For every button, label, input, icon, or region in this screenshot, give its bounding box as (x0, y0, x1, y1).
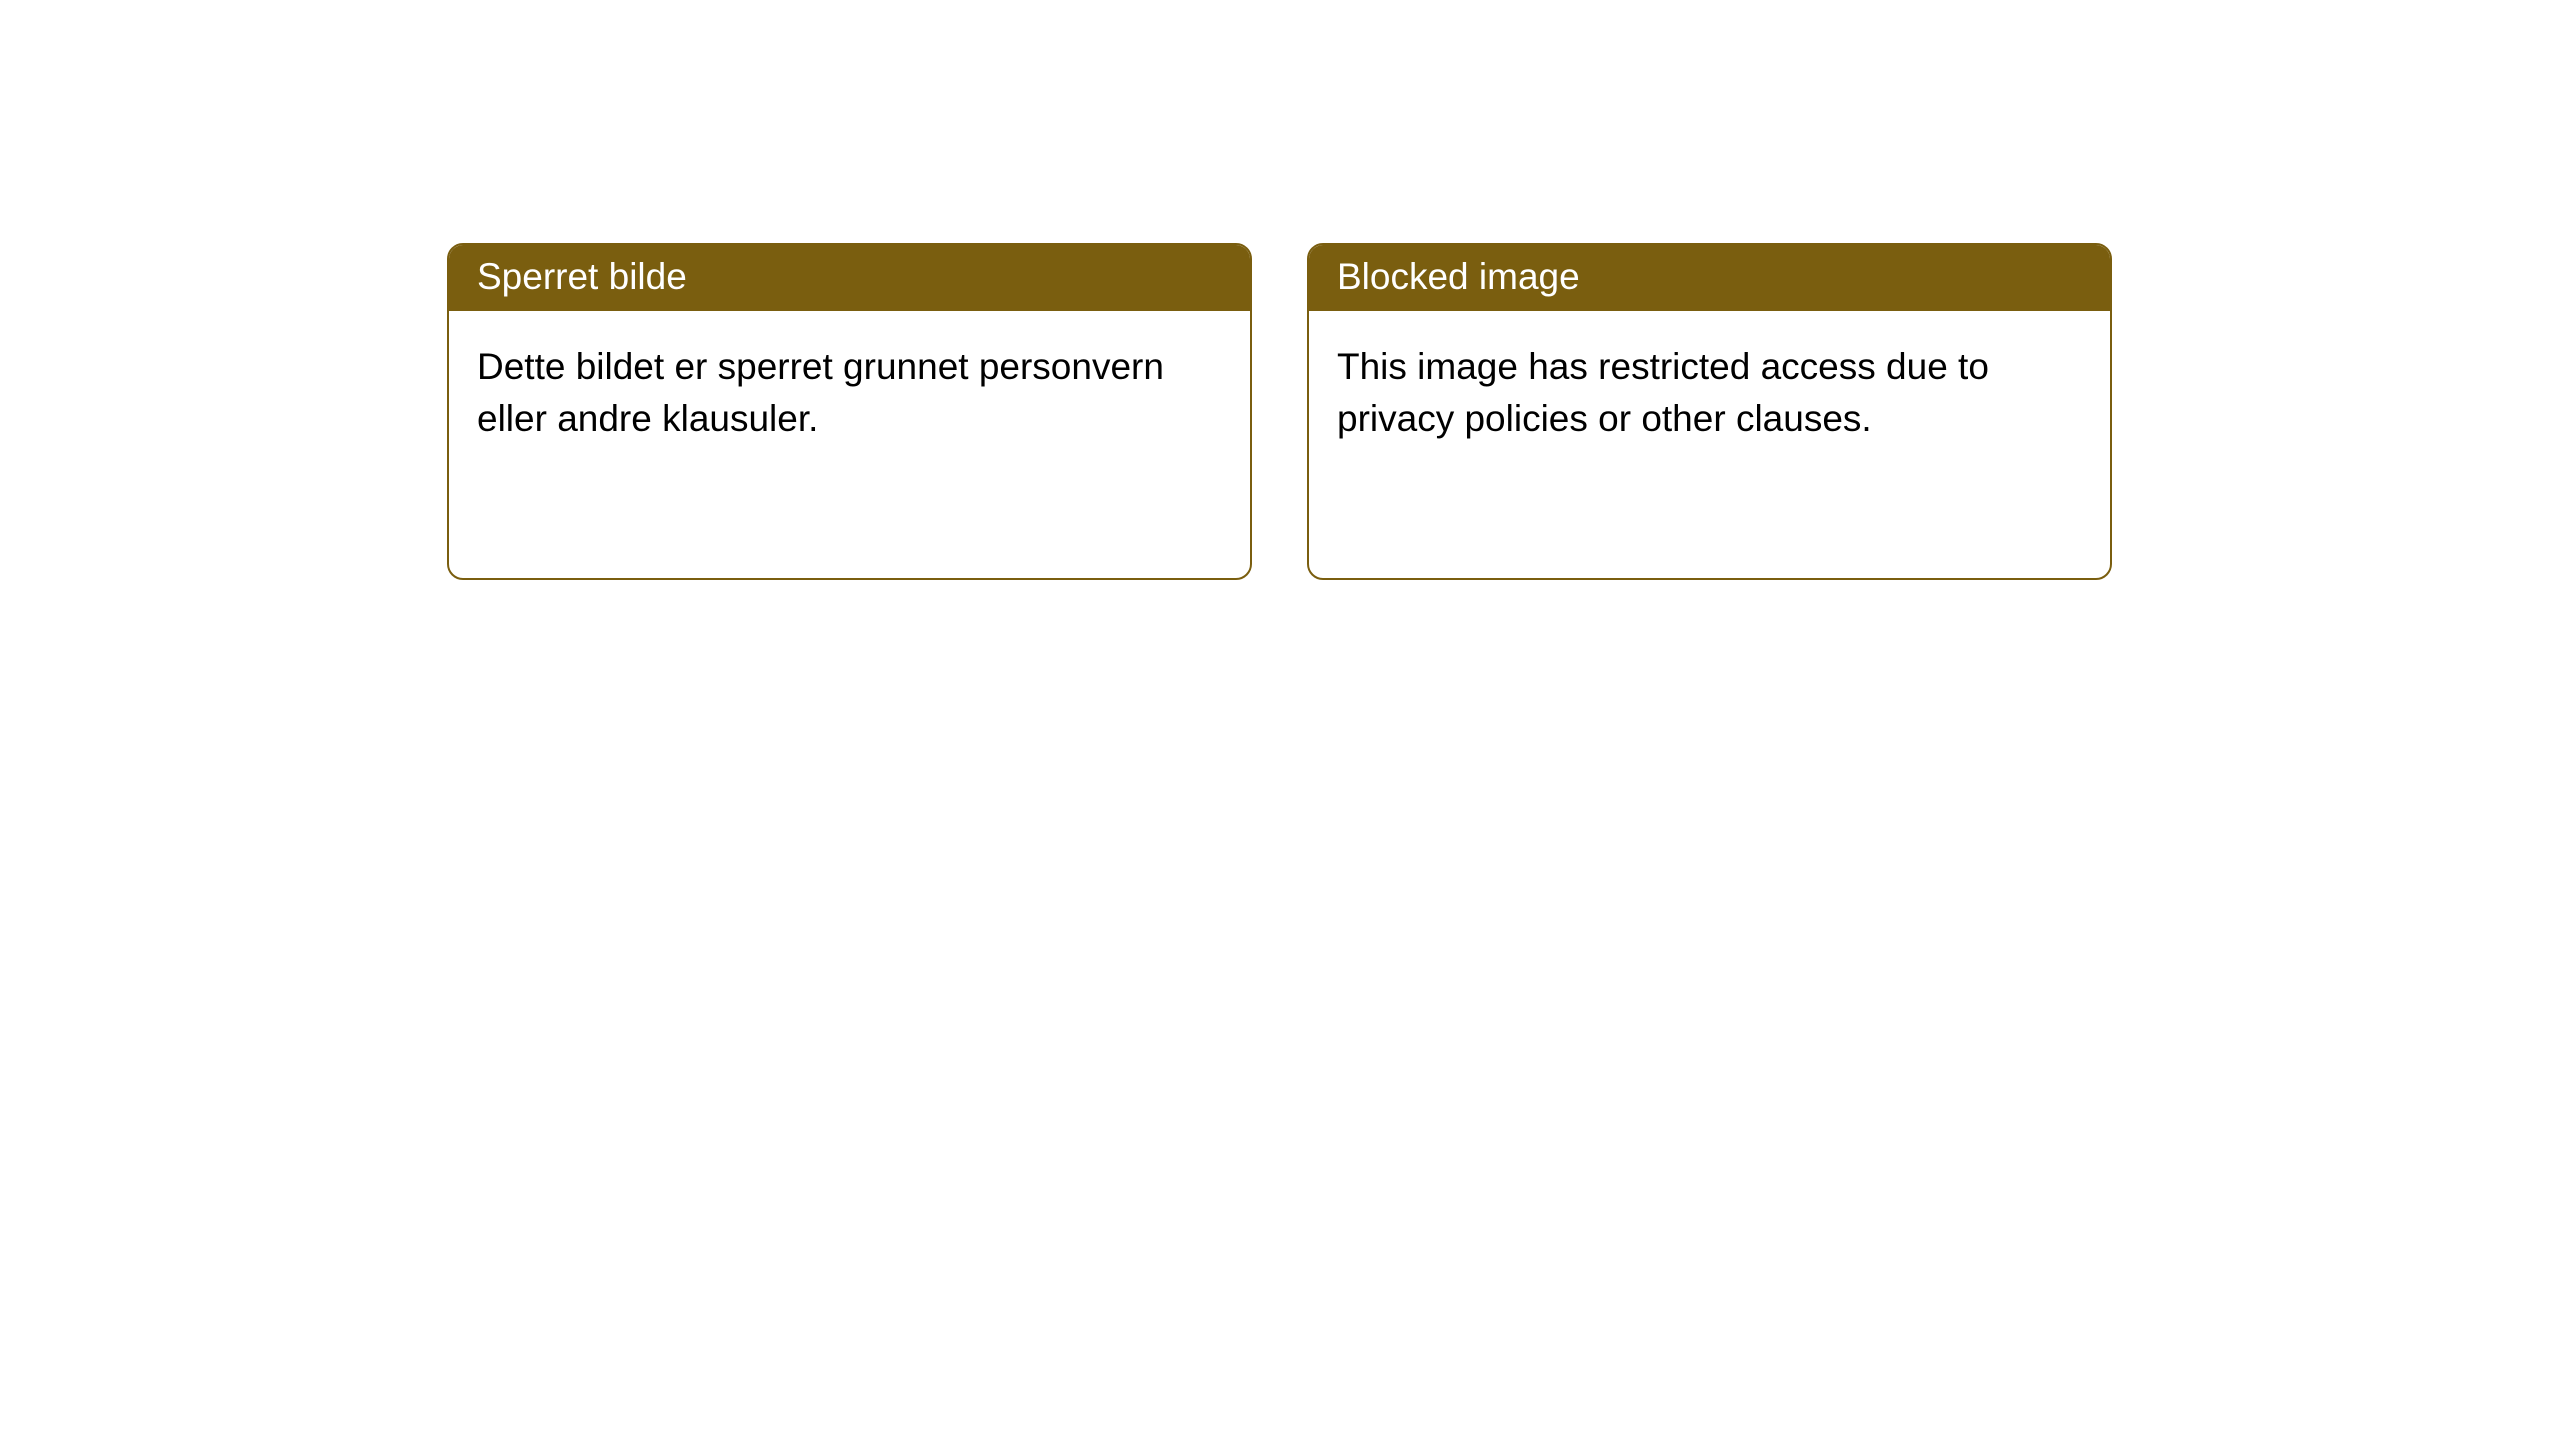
card-title-en: Blocked image (1337, 256, 1580, 297)
blocked-image-card-no: Sperret bilde Dette bildet er sperret gr… (447, 243, 1252, 580)
card-title-no: Sperret bilde (477, 256, 687, 297)
card-body-no: Dette bildet er sperret grunnet personve… (449, 311, 1250, 475)
card-message-no: Dette bildet er sperret grunnet personve… (477, 346, 1164, 439)
card-header-no: Sperret bilde (449, 245, 1250, 311)
blocked-image-card-en: Blocked image This image has restricted … (1307, 243, 2112, 580)
card-header-en: Blocked image (1309, 245, 2110, 311)
card-body-en: This image has restricted access due to … (1309, 311, 2110, 475)
notice-cards-container: Sperret bilde Dette bildet er sperret gr… (447, 243, 2112, 580)
card-message-en: This image has restricted access due to … (1337, 346, 1989, 439)
